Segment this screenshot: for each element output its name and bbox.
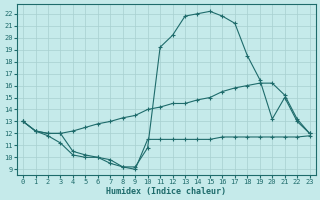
X-axis label: Humidex (Indice chaleur): Humidex (Indice chaleur) xyxy=(106,187,226,196)
